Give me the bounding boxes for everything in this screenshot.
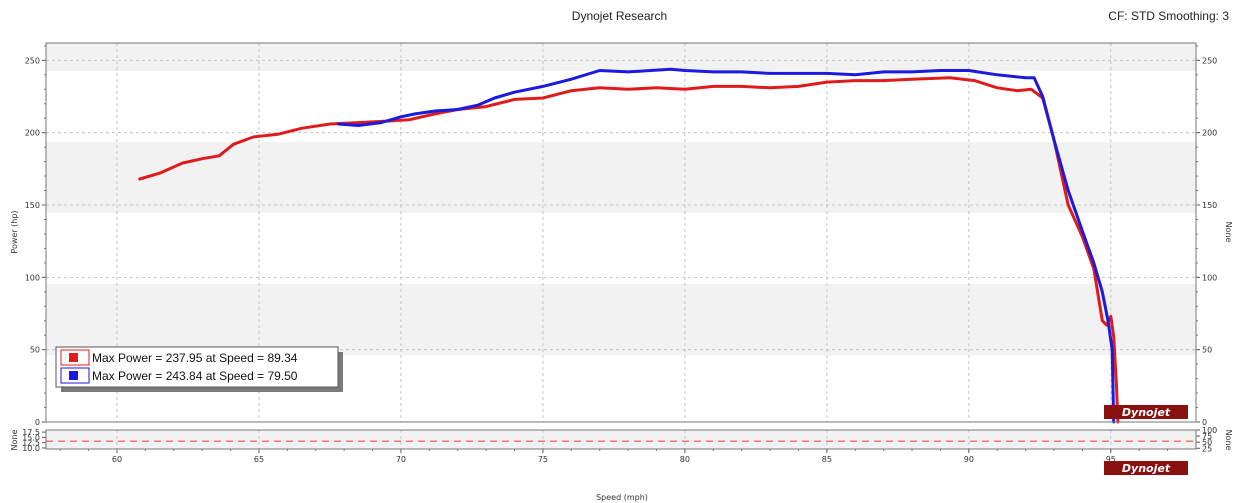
svg-text:Dynojet: Dynojet <box>1122 406 1171 419</box>
x-tick-label: 70 <box>396 455 406 464</box>
y-tick-label: 150 <box>25 201 40 210</box>
power-series-line-2 <box>337 67 1116 424</box>
y-right-tick-label: 150 <box>1202 201 1217 210</box>
x-axis-label: Speed (mph) <box>596 493 648 502</box>
legend-swatch-red <box>69 353 78 362</box>
x-tick-label: 80 <box>680 455 690 464</box>
x-tick-label: 75 <box>538 455 548 464</box>
aux-y-right-tick-label: 50 <box>1202 438 1212 447</box>
main-plot-band-white <box>46 71 1196 142</box>
legend-entry: Max Power = 243.84 at Speed = 79.50 <box>92 369 298 383</box>
x-tick-label: 90 <box>964 455 974 464</box>
aux-plot-border <box>45 429 1197 450</box>
y-tick-label: 100 <box>25 273 40 282</box>
main-series <box>138 67 1120 424</box>
legend-swatch-blue <box>69 371 78 380</box>
aux-y-axis-label: None <box>10 429 19 450</box>
dynojet-logo: Dynojet <box>1104 405 1188 419</box>
x-axis-ticks: 60 65 70 75 80 85 90 95 <box>59 449 1169 464</box>
aux-y-tick-label: 10.0 <box>22 444 40 453</box>
aux-y-right-tick-label: 25 <box>1202 444 1212 453</box>
aux-y-tick-label: 17.5 <box>22 428 40 437</box>
y-right-tick-label: 0 <box>1202 418 1207 427</box>
power-series-line-1 <box>138 76 1120 424</box>
x-tick-label: 85 <box>822 455 832 464</box>
y-tick-label: 0 <box>35 418 40 427</box>
legend-entry: Max Power = 237.95 at Speed = 89.34 <box>92 351 298 365</box>
main-plot-band-white <box>46 213 1196 284</box>
y-axis-right-label: None <box>1224 222 1233 243</box>
x-tick-label: 60 <box>112 455 122 464</box>
aux-y-tick-label: 15.0 <box>22 433 40 442</box>
aux-y-right-tick-label: 75 <box>1202 432 1212 441</box>
correction-factor-label: CF: STD Smoothing: 3 <box>1108 9 1229 23</box>
y-right-tick-label: 50 <box>1202 346 1212 355</box>
x-tick-label: 95 <box>1106 455 1116 464</box>
x-tick-label: 65 <box>254 455 264 464</box>
y-right-tick-label: 200 <box>1202 129 1217 138</box>
legend-box <box>55 346 339 388</box>
aux-plot-frame <box>46 430 1196 449</box>
y-right-tick-label: 100 <box>1202 273 1217 282</box>
aux-y-axis-right-label: None <box>1224 430 1233 451</box>
main-plot-border <box>45 42 1197 423</box>
dynojet-logo: Dynojet <box>1104 461 1188 475</box>
y-tick-label: 200 <box>25 129 40 138</box>
y-axis-label: Power (hp) <box>10 210 19 253</box>
aux-y-tick-label: 12.5 <box>22 439 40 448</box>
aux-y-right-tick-label: 100 <box>1202 426 1217 435</box>
chart-title: Dynojet Research <box>571 9 668 23</box>
svg-text:Dynojet: Dynojet <box>1122 462 1171 475</box>
y-tick-label: 250 <box>25 56 40 65</box>
y-right-tick-label: 250 <box>1202 56 1217 65</box>
legend: Max Power = 237.95 at Speed = 89.34 Max … <box>55 346 343 392</box>
y-tick-label: 50 <box>30 346 40 355</box>
